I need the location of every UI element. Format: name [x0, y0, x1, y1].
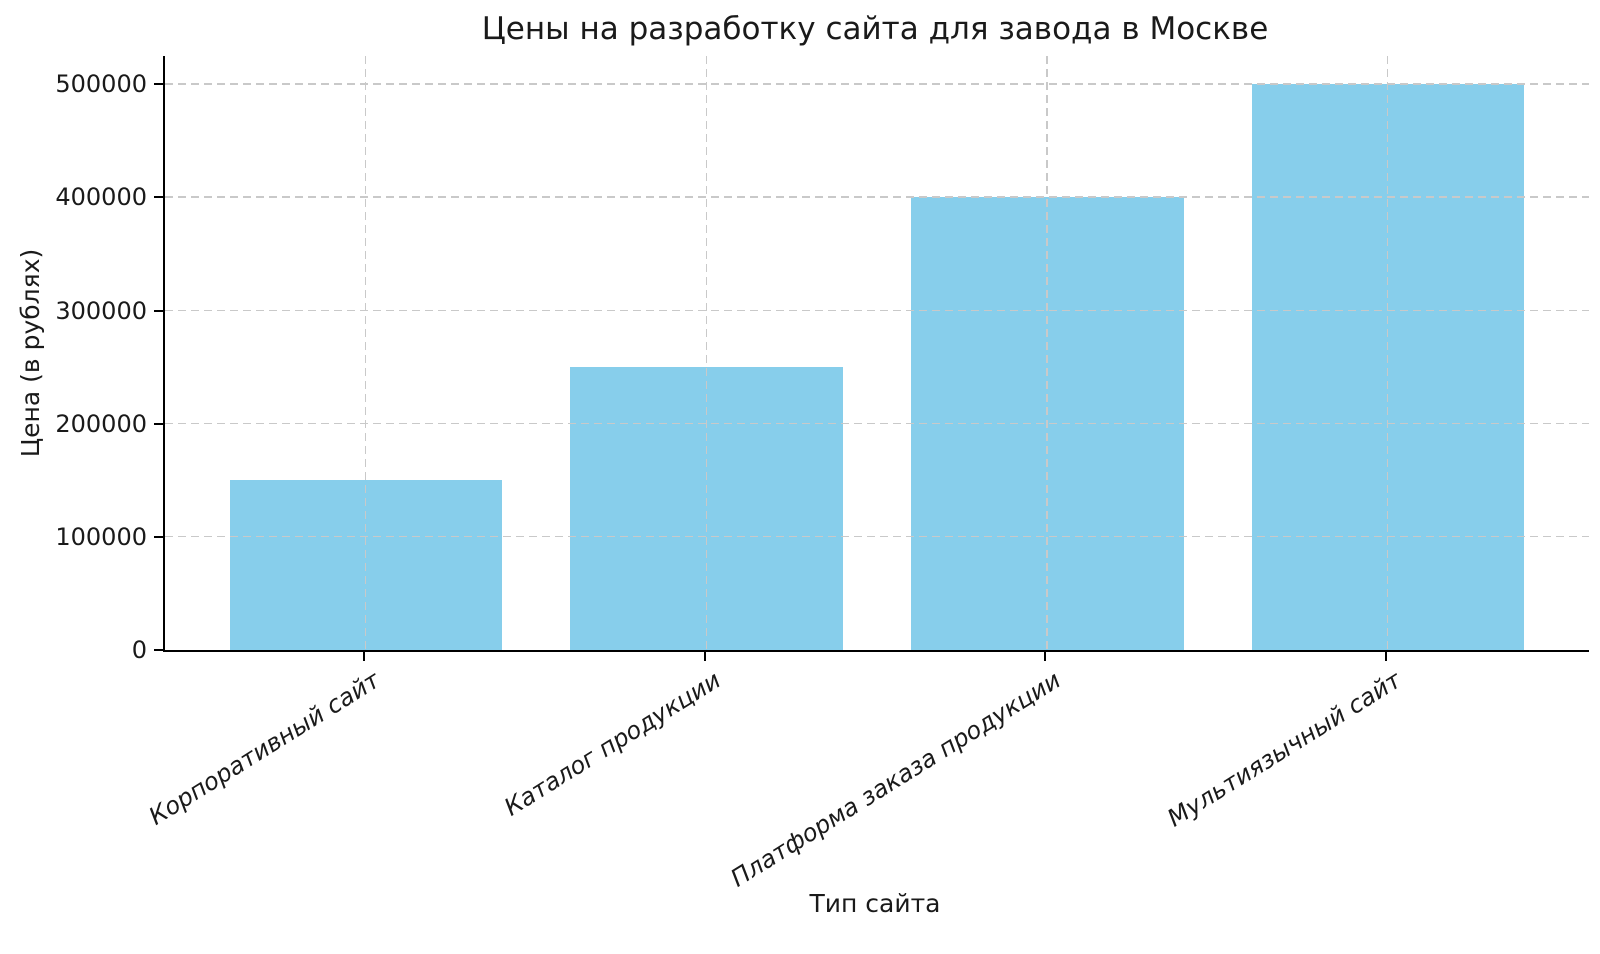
x-tick-mark: [1385, 652, 1387, 661]
vertical-gridline: [1387, 56, 1389, 650]
x-tick-mark: [703, 652, 706, 661]
y-tick-mark: [154, 649, 163, 651]
y-tick-mark: [154, 83, 163, 86]
y-tick-mark: [154, 309, 163, 312]
y-axis-label: Цена (в рублях): [16, 248, 45, 458]
horizontal-gridline: [165, 196, 1589, 198]
y-tick-mark: [154, 196, 163, 199]
y-tick-mark: [154, 535, 163, 538]
horizontal-gridline: [165, 422, 1589, 425]
x-tick-label: Корпоративный сайт: [143, 665, 385, 831]
vertical-gridline: [1046, 56, 1048, 650]
y-tick-mark: [154, 422, 163, 425]
x-tick-mark: [1044, 652, 1047, 661]
y-tick-label: 500000: [55, 70, 147, 99]
vertical-gridline: [364, 56, 367, 650]
plot-area: [163, 56, 1589, 652]
horizontal-gridline: [165, 535, 1589, 538]
y-tick-label: 100000: [55, 522, 147, 551]
y-tick-label: 300000: [55, 296, 147, 325]
x-tick-label: Каталог продукции: [498, 665, 726, 822]
vertical-gridline: [705, 56, 708, 650]
gridlines-layer: [165, 56, 1589, 650]
horizontal-gridline: [165, 309, 1589, 311]
x-axis-label: Тип сайта: [809, 889, 941, 918]
y-tick-label: 400000: [55, 183, 147, 212]
chart-title: Цены на разработку сайта для завода в Мо…: [481, 11, 1269, 47]
y-tick-label: 0: [131, 636, 147, 664]
x-tick-mark: [362, 652, 365, 661]
x-tick-label: Мультиязычный сайт: [1162, 665, 1407, 833]
x-tick-label: Платформа заказа продукции: [725, 665, 1066, 893]
y-tick-label: 200000: [55, 409, 147, 438]
horizontal-gridline: [165, 83, 1589, 85]
